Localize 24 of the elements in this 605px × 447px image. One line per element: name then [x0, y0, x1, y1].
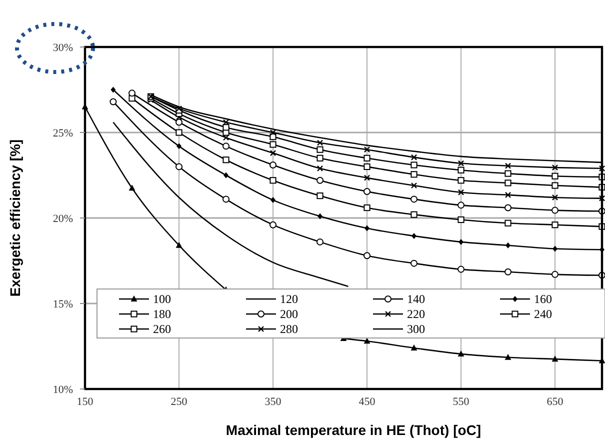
legend-label: 100	[153, 292, 171, 306]
y-tick-label: 15%	[52, 298, 73, 310]
legend-label: 180	[153, 307, 171, 322]
x-tick-label: 350	[264, 396, 282, 408]
legend-label: 140	[407, 292, 425, 306]
legend-label: 220	[407, 307, 425, 322]
legend-label: 160	[534, 292, 552, 306]
x-tick-label: 550	[452, 396, 470, 408]
x-tick-label: 150	[76, 396, 94, 408]
y-tick-label: 20%	[52, 212, 73, 225]
legend-label: 300	[407, 322, 425, 336]
x-tick-label: 650	[546, 396, 564, 408]
y-tick-label: 10%	[52, 384, 73, 396]
x-tick-label: 250	[170, 396, 188, 408]
y-tick-label: 25%	[52, 127, 73, 140]
x-tick-label: 450	[358, 396, 376, 408]
y-axis-title: Exergetic efficiency [%]	[7, 139, 23, 297]
y-tick-label: 30%	[52, 42, 73, 54]
legend-label: 200	[280, 307, 298, 322]
legend-label: 240	[534, 307, 552, 322]
x-axis-title: Maximal temperature in HE (Thot) [oC]	[226, 422, 482, 438]
legend-label: 260	[153, 322, 171, 336]
legend-label: 120	[280, 292, 298, 306]
legend-label: 280	[280, 322, 298, 336]
